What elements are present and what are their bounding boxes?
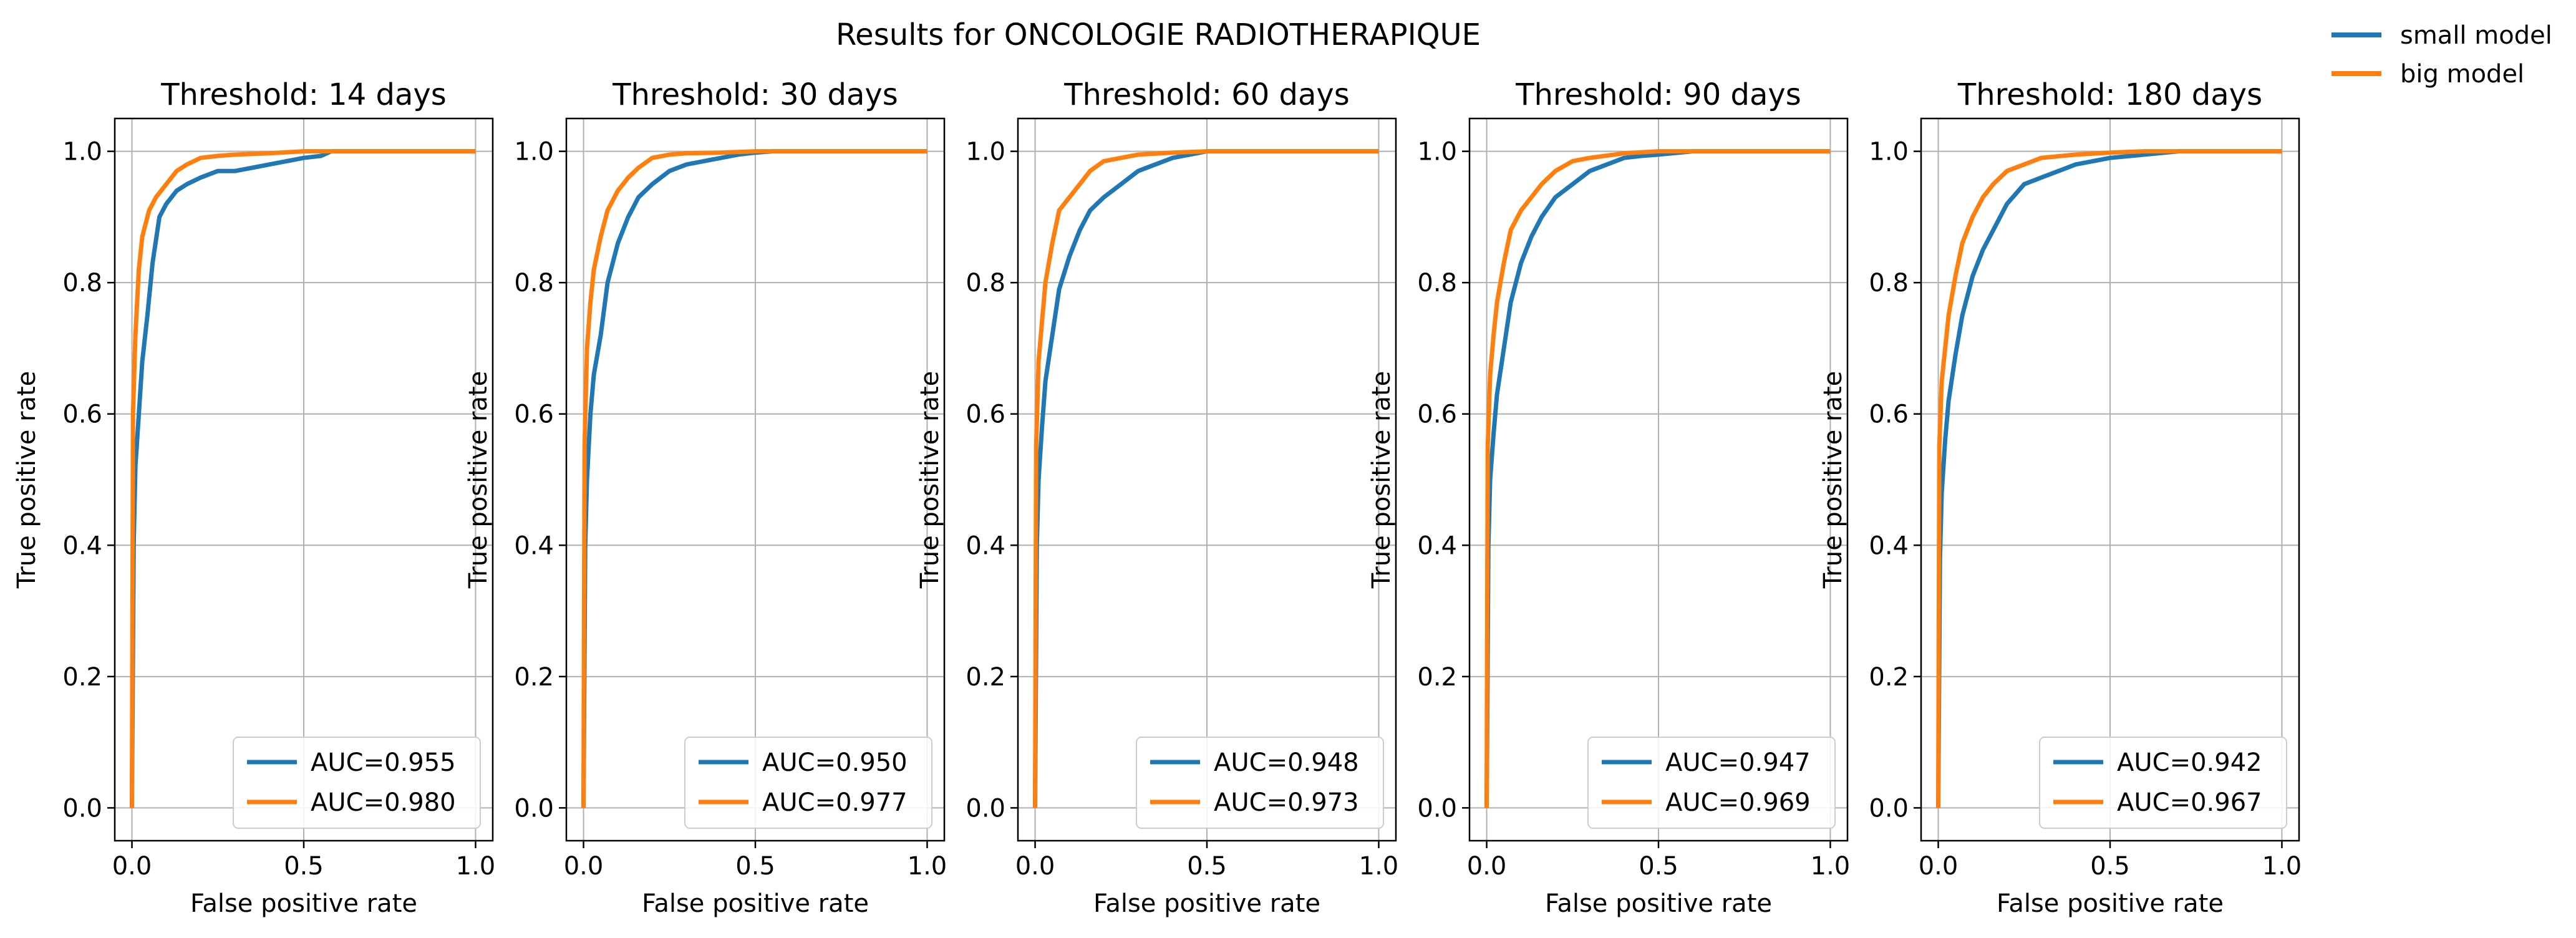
panel-legend: AUC=0.948 AUC=0.973 — [1136, 737, 1384, 829]
x-tick-label: 1.0 — [1811, 852, 1851, 881]
y-tick-label: 0.0 — [966, 794, 1005, 823]
x-tick-label: 0.5 — [2090, 852, 2130, 881]
roc-curve-big-model — [1484, 149, 1831, 808]
y-tick-label: 0.8 — [514, 269, 554, 297]
legend-big-model-label: big model — [2400, 60, 2524, 89]
x-axis-label: False positive rate — [1997, 889, 2224, 918]
y-axis-label: True positive rate — [1819, 371, 1847, 589]
y-tick-label: 0.2 — [1869, 663, 1909, 692]
x-tick-label: 0.0 — [1467, 852, 1507, 881]
panel-legend: AUC=0.955 AUC=0.980 — [233, 737, 481, 829]
legend-label: AUC=0.947 — [1665, 748, 1811, 777]
y-axis-label: True positive rate — [12, 371, 41, 589]
y-tick-label: 1.0 — [1417, 138, 1457, 167]
y-tick-label: 0.2 — [966, 663, 1005, 692]
x-tick-label: 0.5 — [1187, 852, 1227, 881]
x-tick-label: 0.5 — [284, 852, 324, 881]
x-tick-label: 1.0 — [456, 852, 496, 881]
x-tick-label: 0.5 — [735, 852, 775, 881]
y-tick-label: 0.2 — [62, 663, 102, 692]
legend-label: AUC=0.977 — [762, 788, 908, 817]
y-axis-label: True positive rate — [916, 371, 944, 589]
y-tick-label: 0.4 — [514, 531, 554, 560]
legend-label: AUC=0.980 — [311, 788, 456, 817]
x-tick-label: 0.0 — [1015, 852, 1055, 881]
panel-legend: AUC=0.950 AUC=0.977 — [684, 737, 932, 829]
y-tick-label: 0.8 — [966, 269, 1005, 297]
x-tick-label: 1.0 — [2262, 852, 2302, 881]
x-tick-label: 0.0 — [564, 852, 604, 881]
x-axis-label: False positive rate — [1545, 889, 1772, 918]
y-tick-label: 0.0 — [1869, 794, 1909, 823]
roc-curve-small-model — [1936, 149, 2282, 808]
y-axis-label: True positive rate — [1367, 371, 1396, 589]
legend-label: AUC=0.955 — [311, 748, 456, 777]
figure-legend: small model big model — [2331, 21, 2552, 89]
roc-panel-threshold-60-days: 0.0 0.5 1.0 0.0 0.2 0.4 0.6 0.8 1.0 Threshold: 60… — [916, 77, 1398, 918]
roc-panel-threshold-90-days: 0.0 0.5 1.0 0.0 0.2 0.4 0.6 0.8 1.0 Threshold: 90… — [1367, 77, 1850, 918]
roc-curve-big-model — [1936, 149, 2282, 808]
y-tick-label: 1.0 — [1869, 138, 1909, 167]
y-tick-label: 0.4 — [966, 531, 1005, 560]
y-tick-label: 0.4 — [62, 531, 102, 560]
x-axis-label: False positive rate — [190, 889, 417, 918]
y-axis-label: True positive rate — [464, 371, 493, 589]
figure-title: Results for ONCOLOGIE RADIOTHERAPIQUE — [836, 17, 1481, 52]
legend-label: AUC=0.967 — [2117, 788, 2262, 817]
roc-curve-small-model — [1484, 149, 1831, 808]
panel-title: Threshold: 30 days — [612, 77, 898, 112]
roc-curve-small-model — [130, 149, 476, 808]
y-tick-label: 1.0 — [62, 138, 102, 167]
y-tick-label: 0.6 — [1869, 400, 1909, 429]
x-tick-label: 1.0 — [908, 852, 947, 881]
panel-title: Threshold: 14 days — [160, 77, 447, 112]
y-tick-label: 0.6 — [966, 400, 1005, 429]
y-tick-label: 0.6 — [62, 400, 102, 429]
y-tick-label: 0.8 — [62, 269, 102, 297]
x-tick-label: 0.0 — [112, 852, 152, 881]
legend-label: AUC=0.950 — [762, 748, 908, 777]
y-tick-label: 0.6 — [1417, 400, 1457, 429]
roc-panel-threshold-180-days: 0.0 0.5 1.0 0.0 0.2 0.4 0.6 0.8 1.0 Threshold: 18… — [1819, 77, 2302, 918]
y-tick-label: 0.4 — [1417, 531, 1457, 560]
y-tick-label: 0.2 — [1417, 663, 1457, 692]
y-tick-label: 0.0 — [514, 794, 554, 823]
y-tick-label: 0.2 — [514, 663, 554, 692]
y-tick-label: 1.0 — [514, 138, 554, 167]
panel-title: Threshold: 60 days — [1063, 77, 1350, 112]
x-axis-label: False positive rate — [1093, 889, 1320, 918]
x-tick-label: 0.0 — [1919, 852, 1959, 881]
y-tick-label: 0.8 — [1869, 269, 1909, 297]
legend-label: AUC=0.942 — [2117, 748, 2262, 777]
roc-curve-big-model — [581, 149, 927, 808]
y-tick-label: 0.0 — [1417, 794, 1457, 823]
panel-legend: AUC=0.947 AUC=0.969 — [1587, 737, 1836, 829]
legend-label: AUC=0.948 — [1214, 748, 1359, 777]
legend-small-model-label: small model — [2400, 21, 2552, 50]
y-tick-label: 0.8 — [1417, 269, 1457, 297]
x-tick-label: 0.5 — [1639, 852, 1678, 881]
x-tick-label: 1.0 — [1359, 852, 1399, 881]
legend-label: AUC=0.969 — [1665, 788, 1811, 817]
roc-panel-threshold-14-days: 0.0 0.5 1.0 0.0 0.2 0.4 0.6 0.8 1.0 Threshold: 14… — [12, 77, 495, 918]
y-tick-label: 0.0 — [62, 794, 102, 823]
roc-panels: 0.0 0.5 1.0 0.0 0.2 0.4 0.6 0.8 1.0 Threshold: 14… — [12, 77, 2302, 918]
roc-curve-big-model — [1033, 149, 1379, 808]
legend-label: AUC=0.973 — [1214, 788, 1359, 817]
roc-curve-big-model — [130, 149, 476, 808]
y-tick-label: 0.6 — [514, 400, 554, 429]
y-tick-label: 0.4 — [1869, 531, 1909, 560]
panel-legend: AUC=0.942 AUC=0.967 — [2039, 737, 2287, 829]
panel-title: Threshold: 180 days — [1957, 77, 2262, 112]
panel-title: Threshold: 90 days — [1515, 77, 1801, 112]
x-axis-label: False positive rate — [642, 889, 869, 918]
roc-panel-threshold-30-days: 0.0 0.5 1.0 0.0 0.2 0.4 0.6 0.8 1.0 Threshold: 30… — [464, 77, 947, 918]
y-tick-label: 1.0 — [966, 138, 1005, 167]
